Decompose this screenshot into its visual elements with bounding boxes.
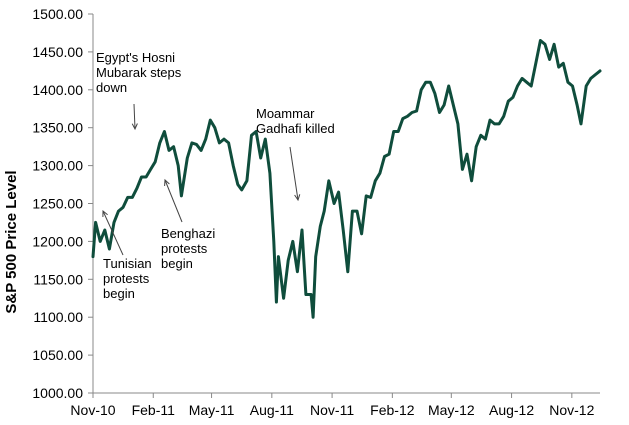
- annotation-arrow: [133, 103, 136, 130]
- annotation: Tunisian protests begin: [102, 209, 152, 301]
- annotation-text-line: Moammar: [256, 106, 315, 121]
- annotation-arrowhead: [102, 209, 108, 218]
- x-axis: Nov-10 Feb-11 May-11 Aug-11 Nov-11 Feb-12 May-…: [70, 392, 600, 418]
- annotation-text-line: protests: [161, 241, 208, 256]
- annotation-text-line: begin: [161, 256, 193, 271]
- y-tick-label: 1050.00: [32, 347, 83, 363]
- annotation-text-line: down: [96, 80, 127, 95]
- annotation-arrow: [102, 210, 124, 256]
- annotation: Egypt's Hosni Mubarak steps down: [96, 50, 182, 131]
- annotation-text-line: Tunisian: [103, 256, 152, 271]
- annotation-text: Egypt's Hosni Mubarak steps down: [96, 50, 182, 95]
- y-tick-label: 1500.00: [32, 6, 83, 22]
- x-tick-label: Feb-11: [132, 402, 176, 418]
- annotation-text-line: Gadhafi killed: [256, 121, 335, 136]
- annotation-text-line: begin: [103, 286, 135, 301]
- annotation-arrow: [289, 146, 299, 201]
- annotation-arrowhead: [294, 194, 301, 202]
- annotation-text: Tunisian protests begin: [103, 256, 152, 301]
- annotation: Moammar Gadhafi killed: [256, 106, 335, 202]
- y-tick-label: 1300.00: [32, 158, 83, 174]
- y-tick-label: 1400.00: [32, 82, 83, 98]
- annotation-text: Moammar Gadhafi killed: [256, 106, 335, 136]
- y-axis: 1000.00 1050.00 1100.00 1150.00 1200.00 1250.…: [32, 6, 94, 401]
- annotation-arrowhead: [131, 123, 138, 131]
- x-tick-label: May-11: [189, 402, 235, 418]
- x-tick-label: Aug-11: [250, 402, 294, 418]
- x-tick-label: Nov-11: [310, 402, 354, 418]
- series-line: [91, 39, 602, 319]
- annotation-arrowhead: [164, 178, 170, 187]
- y-tick-label: 1350.00: [32, 120, 83, 136]
- annotation: Benghazi protests begin: [161, 178, 215, 271]
- y-tick-label: 1100.00: [33, 309, 83, 325]
- y-tick-label: 1200.00: [32, 233, 83, 249]
- series-layer: [91, 39, 602, 319]
- annotation-text-line: Benghazi: [161, 226, 215, 241]
- x-tick-label: Aug-12: [489, 402, 534, 418]
- y-tick-label: 1150.00: [33, 271, 83, 287]
- y-tick-label: 1000.00: [32, 385, 83, 401]
- x-tick-label: Nov-10: [70, 402, 115, 418]
- annotation-text-line: Egypt's Hosni: [96, 50, 175, 65]
- y-axis-title: S&P 500 Price Level: [3, 170, 20, 313]
- y-tick-label: 1250.00: [32, 196, 83, 212]
- annotation-text-line: Mubarak steps: [96, 65, 182, 80]
- x-tick-label: Nov-12: [549, 402, 594, 418]
- y-tick-label: 1450.00: [32, 44, 83, 60]
- annotation-arrow: [164, 179, 183, 223]
- annotation-text: Benghazi protests begin: [161, 226, 215, 271]
- x-tick-label: Feb-12: [370, 402, 415, 418]
- annotation-text-line: protests: [103, 271, 150, 286]
- x-tick-label: May-12: [428, 402, 475, 418]
